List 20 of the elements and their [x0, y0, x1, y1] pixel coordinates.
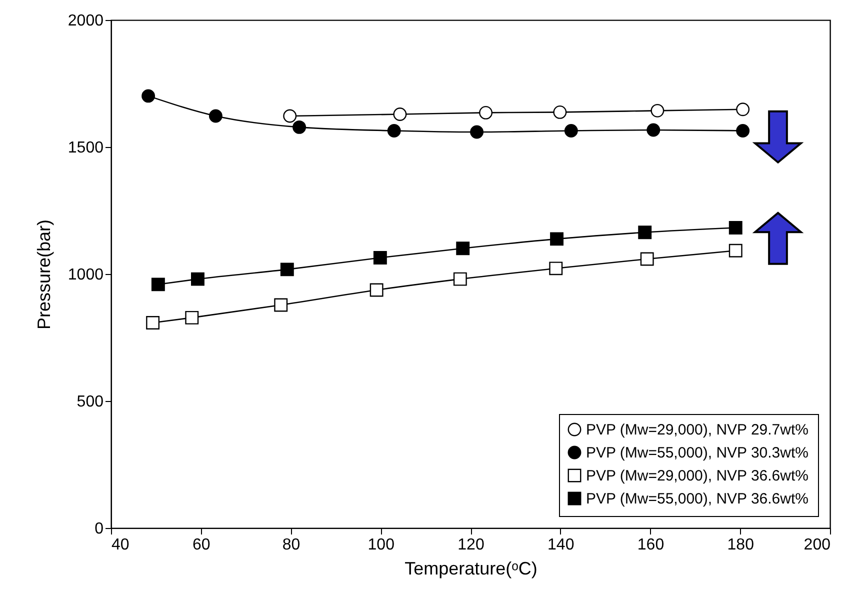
- x-tick-label: 200: [804, 536, 831, 554]
- y-tick-label: 500: [76, 394, 104, 410]
- x-tick-label: 160: [637, 536, 664, 554]
- y-tick-label: 1500: [68, 140, 104, 156]
- x-tick-label: 100: [368, 536, 395, 554]
- x-tick-label: 140: [548, 536, 574, 554]
- y-tick-label: 0: [94, 520, 104, 538]
- legend-label: PVP (Mw=29,000), NVP 29.7wt%: [586, 422, 808, 438]
- legend-label: PVP (Mw=55,000), NVP 36.6wt%: [586, 490, 808, 508]
- y-tick-label: 2000: [68, 12, 104, 30]
- x-tick-label: 180: [727, 536, 754, 554]
- y-axis-title: Pressure(bar): [34, 219, 54, 330]
- legend-label: PVP (Mw=29,000), NVP 36.6wt%: [586, 468, 808, 484]
- y-tick-label: 1000: [68, 266, 104, 284]
- legend-label: PVP (Mw=55,000), NVP 30.3wt%: [586, 444, 808, 462]
- x-tick-label: 120: [458, 536, 484, 554]
- x-tick-label: 40: [112, 536, 130, 554]
- x-tick-label: 80: [282, 536, 300, 554]
- x-tick-label: 60: [192, 536, 210, 554]
- x-axis-title: Temperature(ᵒC): [404, 558, 538, 578]
